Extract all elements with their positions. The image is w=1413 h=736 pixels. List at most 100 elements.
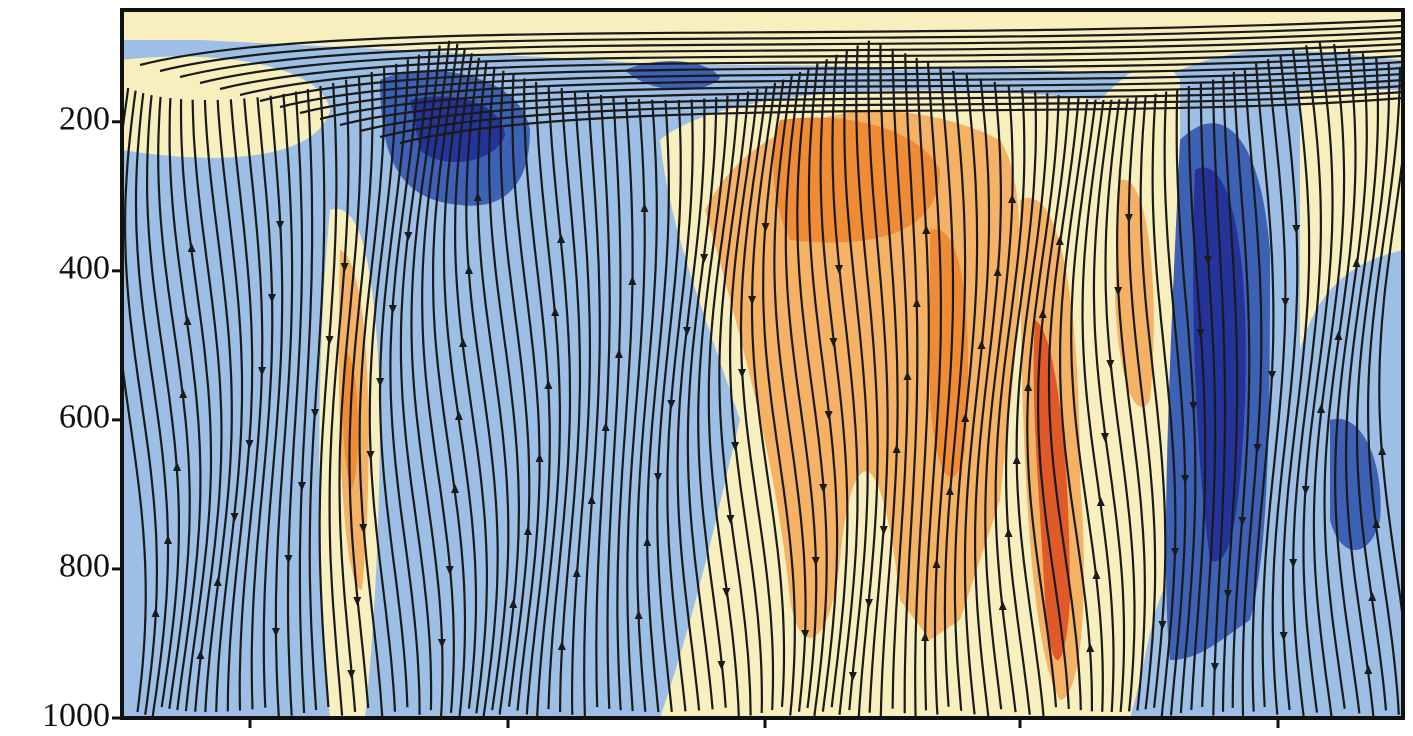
streamline-arrow bbox=[1189, 402, 1198, 411]
streamline-arrow bbox=[557, 234, 566, 243]
streamline-arrow bbox=[1004, 528, 1013, 537]
streamline-arrow bbox=[829, 338, 838, 347]
streamline bbox=[523, 78, 551, 715]
streamline-arrow bbox=[587, 495, 596, 504]
streamline bbox=[1312, 43, 1346, 717]
streamline-arrow bbox=[245, 440, 254, 449]
streamline bbox=[535, 81, 561, 718]
warm-region bbox=[1115, 179, 1154, 407]
streamline bbox=[298, 88, 314, 714]
streamline-arrow bbox=[535, 453, 544, 462]
streamline bbox=[1037, 96, 1071, 709]
streamline bbox=[476, 62, 510, 711]
streamline-arrow bbox=[473, 192, 482, 201]
streamline bbox=[807, 63, 839, 712]
streamline bbox=[879, 43, 899, 717]
streamline-arrow bbox=[111, 201, 119, 210]
streamline bbox=[389, 54, 421, 715]
streamline bbox=[1291, 45, 1323, 718]
streamline bbox=[953, 74, 979, 711]
streamline-arrow bbox=[811, 557, 820, 566]
streamline-arrow bbox=[1008, 194, 1017, 203]
cool-region bbox=[1330, 418, 1381, 550]
streamline bbox=[1367, 66, 1401, 715]
streamline bbox=[226, 99, 254, 712]
streamline bbox=[191, 99, 223, 712]
streamline-arrow bbox=[340, 263, 349, 272]
streamline-arrow bbox=[748, 296, 757, 305]
streamline bbox=[547, 85, 572, 710]
y-axis: 200 400 600 800 1000 bbox=[42, 101, 122, 734]
streamline-arrow bbox=[667, 400, 676, 409]
streamline bbox=[1059, 99, 1093, 712]
streamline bbox=[1378, 147, 1403, 629]
streamline bbox=[432, 43, 467, 717]
streamline bbox=[656, 99, 682, 713]
streamline bbox=[219, 42, 1403, 91]
streamline bbox=[1271, 54, 1299, 715]
streamline-arrow bbox=[445, 566, 454, 575]
streamline-arrow bbox=[1279, 632, 1288, 641]
streamline bbox=[159, 24, 1403, 73]
streamline bbox=[299, 66, 1403, 115]
streamline bbox=[308, 86, 326, 711]
streamline bbox=[1070, 99, 1104, 712]
streamline-arrow bbox=[634, 610, 643, 619]
streamline bbox=[339, 78, 1403, 127]
streamline-arrow bbox=[1055, 236, 1064, 245]
streamline bbox=[646, 99, 670, 713]
streamline-arrow bbox=[1378, 446, 1387, 455]
streamline-arrow bbox=[404, 232, 413, 241]
streamline-arrow bbox=[325, 336, 334, 345]
streamline-arrow bbox=[1012, 455, 1021, 464]
streamline bbox=[819, 59, 849, 708]
streamline-arrow bbox=[257, 367, 266, 376]
streamline bbox=[1302, 40, 1334, 713]
y-tick-label: 1000 bbox=[42, 697, 110, 734]
streamline bbox=[286, 91, 304, 716]
y-tick-label: 400 bbox=[59, 250, 110, 287]
streamline-arrow bbox=[961, 413, 970, 422]
streamline bbox=[203, 99, 233, 713]
streamline-arrow bbox=[1210, 663, 1219, 672]
contour-field bbox=[111, 10, 1403, 718]
streamline-arrow bbox=[454, 411, 463, 420]
streamline-arrow bbox=[437, 639, 446, 648]
streamline bbox=[1005, 90, 1038, 715]
streamline-arrow bbox=[183, 316, 192, 325]
streamline bbox=[199, 36, 1403, 85]
streamline-arrow bbox=[1281, 298, 1290, 307]
streamline bbox=[1163, 91, 1187, 716]
streamline-arrow bbox=[464, 265, 473, 274]
streamline bbox=[453, 53, 488, 714]
streamline-arrow bbox=[509, 599, 518, 608]
streamline-arrow bbox=[1203, 256, 1212, 265]
streamline-arrow bbox=[179, 389, 188, 398]
streamline bbox=[511, 74, 541, 711]
streamline-arrow bbox=[267, 294, 276, 303]
streamlines bbox=[111, 18, 1403, 718]
streamline-arrow bbox=[1368, 592, 1377, 601]
streamline-arrow bbox=[353, 597, 362, 606]
streamline bbox=[728, 88, 764, 714]
streamline-arrow bbox=[1253, 444, 1262, 453]
streamline-arrow bbox=[998, 601, 1007, 610]
streamline-arrow bbox=[376, 378, 385, 387]
streamline-arrow bbox=[196, 650, 205, 659]
warm-region bbox=[930, 229, 969, 478]
streamline bbox=[1261, 58, 1287, 708]
streamline-arrow bbox=[1364, 665, 1373, 674]
streamline bbox=[571, 90, 591, 715]
streamline bbox=[238, 98, 264, 711]
streamline bbox=[1241, 67, 1263, 716]
streamline-arrow bbox=[557, 641, 566, 650]
streamline bbox=[1151, 93, 1177, 718]
streamline bbox=[338, 75, 362, 712]
streamline-arrow bbox=[921, 632, 930, 641]
streamline bbox=[750, 82, 786, 707]
streamline bbox=[867, 40, 889, 713]
pale-region bbox=[122, 56, 330, 158]
streamline bbox=[914, 57, 930, 718]
pale-region bbox=[122, 10, 1403, 73]
streamline bbox=[399, 50, 433, 711]
